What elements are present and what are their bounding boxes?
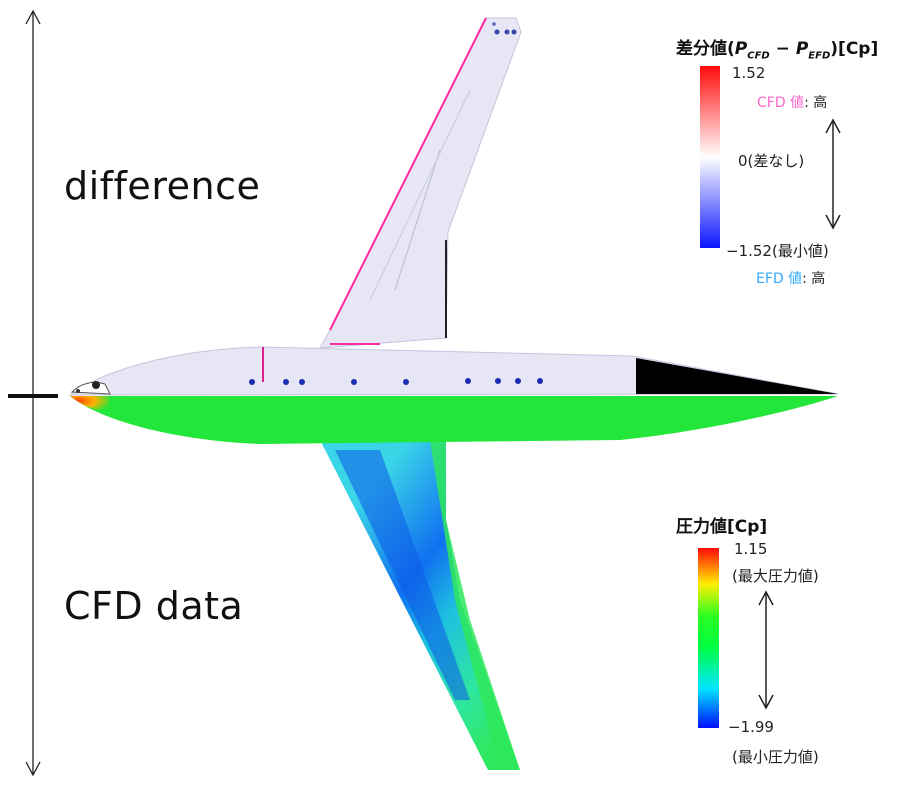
- difference-title-unit: [Cp]: [838, 39, 879, 59]
- difference-zero-value: 0(差なし): [738, 152, 805, 170]
- difference-colorbar: [700, 66, 720, 248]
- efd-high-suffix: : 高: [802, 271, 826, 287]
- difference-max-value: 1.52: [732, 64, 766, 82]
- difference-min-value: −1.52(最小値): [726, 242, 829, 260]
- difference-label: difference: [64, 164, 261, 208]
- pressure-legend-title: 圧力値[Cp]: [676, 517, 768, 537]
- pressure-max-note: (最大圧力値): [732, 567, 819, 585]
- difference-range-arrow: [825, 118, 841, 230]
- efd-high-note: EFD 値: 高: [756, 268, 825, 288]
- efd-high-label: EFD 値: [756, 271, 803, 287]
- difference-title-open: (: [727, 39, 735, 59]
- fuselage-upper: [68, 346, 839, 396]
- fuselage-lower: [70, 396, 838, 444]
- difference-title-close: ): [830, 39, 839, 59]
- cfd-high-label: CFD 値: [757, 95, 805, 111]
- difference-title-prefix: 差分値: [676, 39, 727, 59]
- difference-title-minus: −: [769, 39, 796, 59]
- lower-wing: [320, 440, 520, 770]
- cfd-data-label: CFD data: [64, 584, 244, 628]
- pressure-range-arrow: [758, 590, 774, 710]
- difference-title-sub1: CFD: [747, 50, 770, 62]
- pressure-colorbar: [698, 548, 719, 728]
- dimension-arrow: [8, 9, 58, 777]
- difference-title-sub2: EFD: [808, 50, 831, 62]
- pressure-max-value: 1.15: [734, 540, 768, 558]
- cfd-high-suffix: : 高: [804, 95, 828, 111]
- difference-title-p2: P: [795, 39, 809, 59]
- upper-wing: [319, 17, 522, 349]
- pressure-min-note: (最小圧力値): [732, 748, 819, 766]
- difference-title-p1: P: [734, 39, 748, 59]
- pressure-min-value: −1.99: [728, 718, 774, 736]
- cfd-high-note: CFD 値: 高: [757, 92, 827, 112]
- difference-legend-title: 差分値(PCFD − PEFD)[Cp]: [676, 34, 878, 61]
